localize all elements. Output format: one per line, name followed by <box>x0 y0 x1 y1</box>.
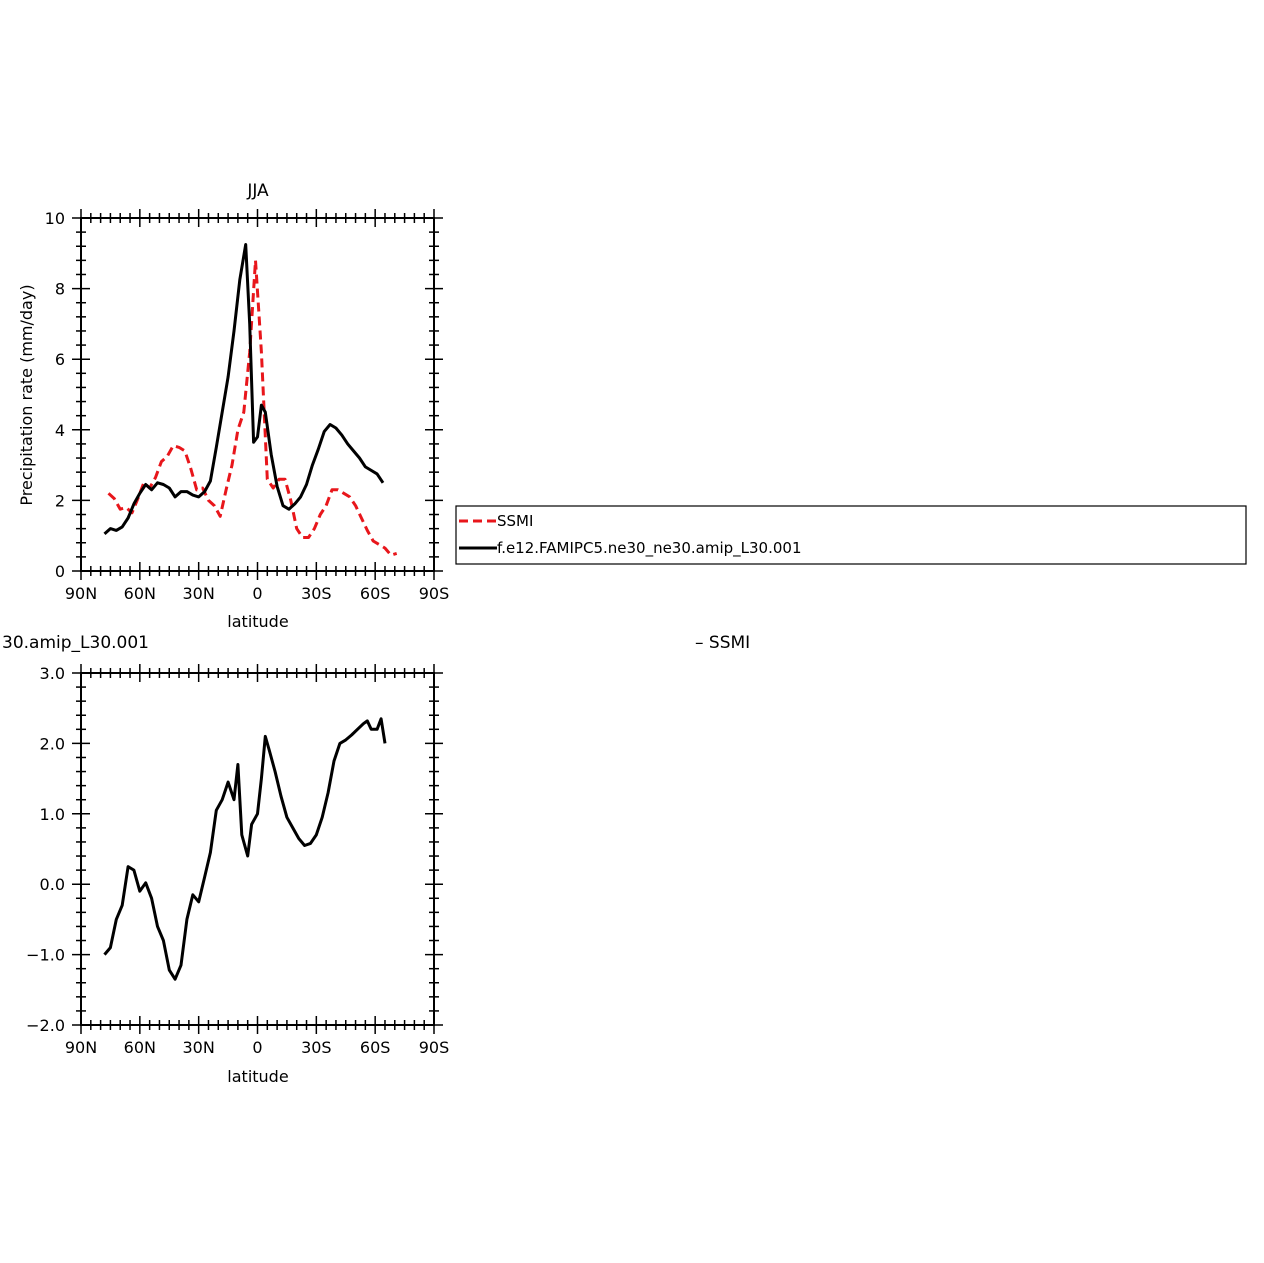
top-panel: JJA 90N 60N 30N 0 30S 60S 90S 0 2 4 6 8 10 latitude… <box>17 181 449 631</box>
legend-label-ssmi: SSMI <box>497 512 533 530</box>
top-plot-frame <box>80 217 435 572</box>
bottom-x-tick-labels: 90N 60N 30N 0 30S 60S 90S <box>65 1038 449 1057</box>
top-x-tick-label: 60N <box>124 584 156 603</box>
top-x-tick-label: 60S <box>360 584 391 603</box>
top-series-line-0 <box>107 258 398 557</box>
bottom-x-tick-label: 60N <box>124 1038 156 1057</box>
top-y-tick-labels: 0 2 4 6 8 10 <box>45 209 65 581</box>
bottom-x-tick-label: 30S <box>301 1038 332 1057</box>
bottom-y-tick-label: −1.0 <box>26 946 65 965</box>
bottom-y-tick-label: 3.0 <box>40 664 65 683</box>
top-axis-ticks <box>72 209 443 580</box>
bottom-series-line-0 <box>103 717 387 981</box>
top-y-tick-label: 6 <box>55 350 65 369</box>
top-x-tick-label: 30N <box>183 584 215 603</box>
top-x-tick-labels: 90N 60N 30N 0 30S 60S 90S <box>65 584 449 603</box>
legend: SSMI f.e12.FAMIPC5.ne30_ne30.amip_L30.00… <box>455 505 1247 565</box>
bottom-y-tick-label: −2.0 <box>26 1016 65 1035</box>
top-x-tick-label: 90N <box>65 584 97 603</box>
top-panel-title: JJA <box>246 181 269 201</box>
bottom-y-axis-title: Precipitation rate (mm/day) <box>0 739 16 960</box>
bottom-x-tick-label: 0 <box>252 1038 262 1057</box>
top-x-tick-label: 30S <box>301 584 332 603</box>
bottom-panel-right-label: – SSMI <box>695 633 750 653</box>
bottom-panel: 30.amip_L30.001 – SSMI 90N 60N 30N 0 30S 60S 9… <box>0 633 750 1086</box>
top-x-tick-label: 0 <box>252 584 262 603</box>
bottom-x-tick-label: 60S <box>360 1038 391 1057</box>
bottom-panel-title: 30.amip_L30.001 <box>2 633 149 653</box>
top-y-tick-label: 10 <box>45 209 65 228</box>
bottom-x-tick-label: 90N <box>65 1038 97 1057</box>
bottom-x-axis-title: latitude <box>227 1067 288 1086</box>
top-y-axis-title: Precipitation rate (mm/day) <box>17 284 36 505</box>
bottom-x-tick-label: 30N <box>183 1038 215 1057</box>
bottom-y-tick-label: 0.0 <box>40 875 65 894</box>
bottom-y-tick-labels: −2.0 −1.0 0.0 1.0 2.0 3.0 <box>26 664 65 1035</box>
bottom-axis-ticks <box>72 664 443 1034</box>
bottom-y-tick-label: 2.0 <box>40 734 65 753</box>
top-series-line-1 <box>103 243 385 536</box>
top-y-tick-label: 8 <box>55 280 65 299</box>
top-y-tick-label: 2 <box>55 491 65 510</box>
bottom-y-tick-label: 1.0 <box>40 805 65 824</box>
top-y-tick-label: 4 <box>55 421 65 440</box>
top-y-tick-label: 0 <box>55 562 65 581</box>
legend-label-model: f.e12.FAMIPC5.ne30_ne30.amip_L30.001 <box>497 539 802 558</box>
bottom-x-tick-label: 90S <box>419 1038 450 1057</box>
legend-box <box>455 505 1247 565</box>
top-x-tick-label: 90S <box>419 584 450 603</box>
top-x-axis-title: latitude <box>227 612 288 631</box>
bottom-series-group <box>103 717 387 981</box>
top-series-group <box>103 243 398 557</box>
